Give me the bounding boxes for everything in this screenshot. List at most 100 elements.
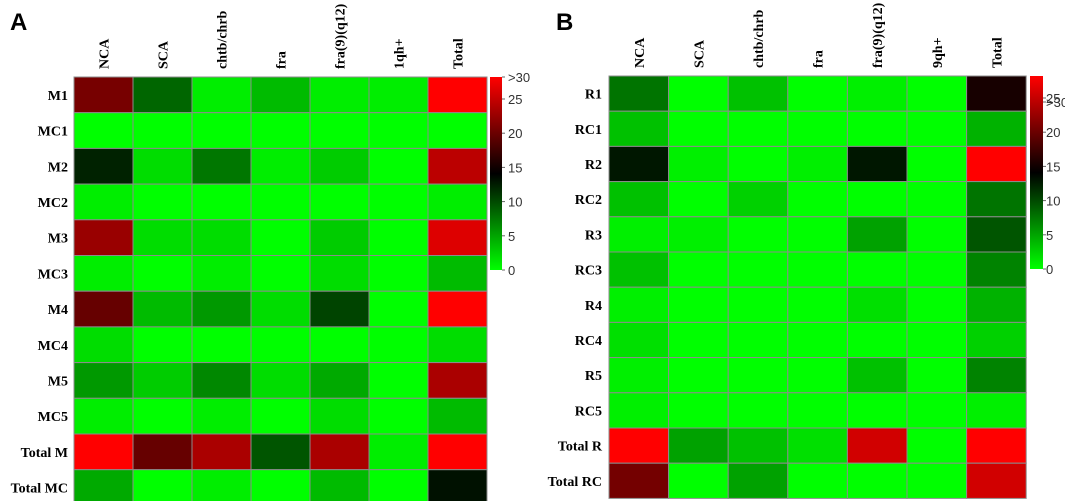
column-label: fra(9)(q12) — [871, 2, 886, 68]
panel-a-letter: A — [10, 9, 27, 36]
heatmap-cell — [132, 433, 193, 471]
panel-a: A NCA SCA chtb/chrb fra fra(9)(q12) 1qh+ Total… — [10, 3, 530, 501]
row-label: RC5 — [575, 404, 602, 419]
row-label: R2 — [585, 158, 602, 173]
panel-b-colorbar: 0 5 10 15 20 25>30 — [1030, 76, 1065, 277]
heatmap-cell — [668, 357, 729, 394]
heatmap-cell — [309, 76, 370, 114]
heatmap-cell — [668, 286, 729, 323]
heatmap-cell — [668, 251, 729, 288]
colorbar-gradient — [490, 77, 502, 270]
heatmap-cell — [427, 433, 488, 471]
heatmap-cell — [787, 145, 848, 183]
heatmap-cell — [250, 147, 311, 185]
heatmap-cell — [727, 216, 789, 253]
heatmap-cell — [309, 147, 370, 185]
heatmap-cell — [427, 362, 488, 399]
heatmap-cell — [250, 326, 311, 364]
heatmap-cell — [73, 362, 134, 399]
colorbar-tick-label: 25 — [1046, 91, 1060, 106]
heatmap-cell — [608, 357, 670, 394]
heatmap-cell — [906, 75, 968, 112]
heatmap-cell — [787, 392, 848, 429]
panel-b: B NCA SCA chtb/chrb fra fra(9)(q12) 9qh+ Total… — [548, 2, 1065, 499]
heatmap-cell — [250, 183, 311, 221]
row-label: Total MC — [11, 482, 68, 497]
heatmap-cell — [787, 357, 848, 394]
colorbar-tick-label: 0 — [1046, 262, 1053, 277]
heatmap-cell — [250, 290, 311, 328]
heatmap-cell — [191, 76, 252, 114]
colorbar-tick-label: >30 — [508, 70, 530, 85]
heatmap-cell — [191, 433, 252, 471]
heatmap-cell — [668, 462, 729, 499]
heatmap-cell — [846, 321, 908, 359]
heatmap-cell — [73, 433, 134, 471]
row-label: MC5 — [38, 410, 68, 425]
row-label: RC3 — [575, 264, 602, 279]
heatmap-cell — [787, 427, 848, 464]
heatmap-cell — [668, 110, 729, 147]
heatmap-cell — [368, 183, 429, 221]
heatmap-cell — [132, 147, 193, 185]
heatmap-cell — [309, 397, 370, 435]
heatmap-cell — [309, 112, 370, 149]
column-label: Total — [452, 38, 467, 69]
heatmap-cell — [906, 216, 968, 253]
column-label: fra — [812, 50, 827, 68]
heatmap-cell — [73, 326, 134, 364]
heatmap-cell — [309, 219, 370, 257]
heatmap-cell — [906, 427, 968, 464]
heatmap-cell — [427, 147, 488, 185]
heatmap-cell — [191, 469, 252, 501]
heatmap-cell — [787, 321, 848, 359]
heatmap-cell — [727, 462, 789, 499]
heatmap-cell — [132, 183, 193, 221]
row-label: M4 — [48, 303, 68, 318]
row-label: MC1 — [38, 125, 68, 140]
column-label: SCA — [692, 39, 707, 68]
row-label: RC2 — [575, 193, 602, 208]
heatmap-cell — [191, 219, 252, 257]
row-label: Total R — [558, 440, 603, 455]
heatmap-cell — [427, 397, 488, 435]
heatmap-cell — [668, 181, 729, 218]
heatmap-cell — [966, 216, 1027, 253]
heatmap-cell — [309, 326, 370, 364]
heatmap-cell — [846, 110, 908, 147]
heatmap-cell — [906, 462, 968, 499]
heatmap-cell — [73, 469, 134, 501]
heatmap-cell — [727, 181, 789, 218]
heatmap-cell — [368, 362, 429, 399]
heatmap-cell — [846, 181, 908, 218]
heatmap-cell — [966, 145, 1027, 183]
heatmap-cell — [368, 326, 429, 364]
heatmap-cell — [608, 251, 670, 288]
heatmap-cell — [250, 397, 311, 435]
heatmap-cell — [906, 110, 968, 147]
heatmap-cell — [368, 290, 429, 328]
heatmap-cell — [846, 145, 908, 183]
heatmap-cell — [250, 255, 311, 292]
heatmap-cell — [966, 357, 1027, 394]
heatmap-cell — [966, 251, 1027, 288]
heatmap-cell — [966, 392, 1027, 429]
heatmap-cell — [608, 145, 670, 183]
heatmap-cell — [132, 290, 193, 328]
heatmap-cell — [608, 181, 670, 218]
heatmap-cell — [846, 357, 908, 394]
column-label: NCA — [98, 38, 113, 69]
heatmap-cell — [727, 392, 789, 429]
heatmap-cell — [906, 286, 968, 323]
heatmap-cell — [668, 321, 729, 359]
heatmap-cell — [966, 427, 1027, 464]
heatmap-cell — [368, 219, 429, 257]
heatmap-cell — [966, 75, 1027, 112]
heatmap-cell — [73, 112, 134, 149]
heatmap-cell — [966, 286, 1027, 323]
panel-b-cells — [608, 75, 1027, 499]
heatmap-cell — [846, 427, 908, 464]
colorbar-tick-label: 0 — [508, 263, 515, 278]
heatmap-cell — [368, 76, 429, 114]
column-label: 1qh+ — [393, 38, 408, 69]
